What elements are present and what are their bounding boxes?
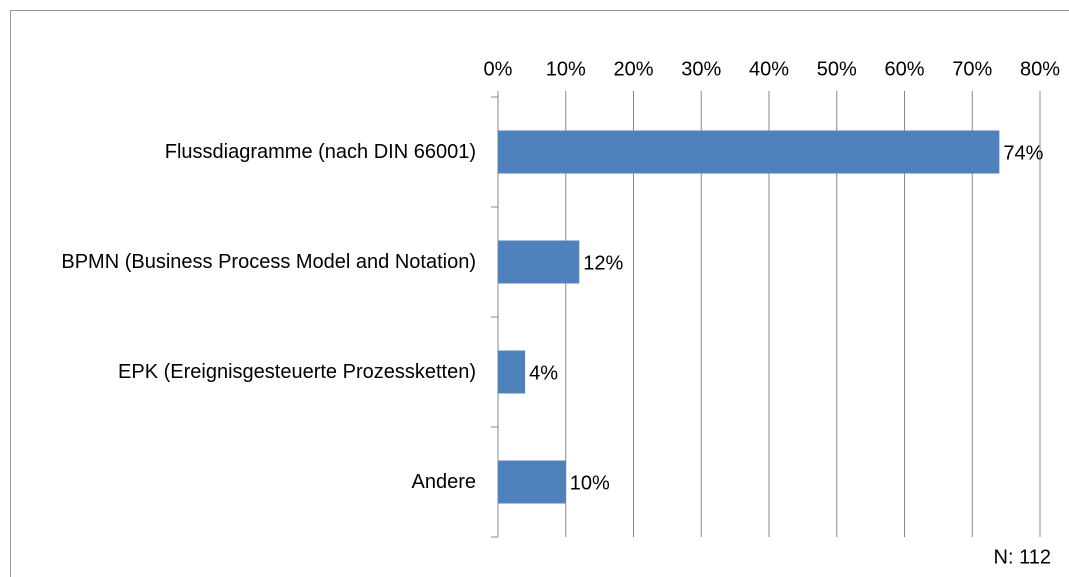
y-tick-label: Andere	[411, 471, 477, 493]
y-tick-label: BPMN (Business Process Model and Notatio…	[61, 251, 476, 273]
x-tick-label: 40%	[749, 58, 789, 80]
y-tick-label: Flussdiagramme (nach DIN 66001)	[164, 141, 476, 163]
x-tick-label: 60%	[884, 58, 924, 80]
value-label: 12%	[583, 252, 623, 274]
x-tick-label: 70%	[952, 58, 992, 80]
y-tick-label: EPK (Ereignisgesteuerte Prozessketten)	[118, 361, 476, 383]
value-label: 4%	[529, 362, 558, 384]
annotation: N: 112	[994, 546, 1051, 568]
x-tick-label: 80%	[1020, 58, 1060, 80]
x-tick-label: 0%	[484, 58, 513, 80]
value-label: 10%	[570, 472, 610, 494]
x-tick-label: 30%	[681, 58, 721, 80]
x-tick-label: 10%	[546, 58, 586, 80]
bar	[498, 130, 1000, 174]
x-tick-label: 20%	[613, 58, 653, 80]
chart-border	[10, 10, 1069, 577]
bar	[498, 460, 566, 504]
value-label: 74%	[1003, 142, 1043, 164]
bar	[498, 240, 580, 284]
bar	[498, 350, 526, 394]
x-tick-label: 50%	[817, 58, 857, 80]
